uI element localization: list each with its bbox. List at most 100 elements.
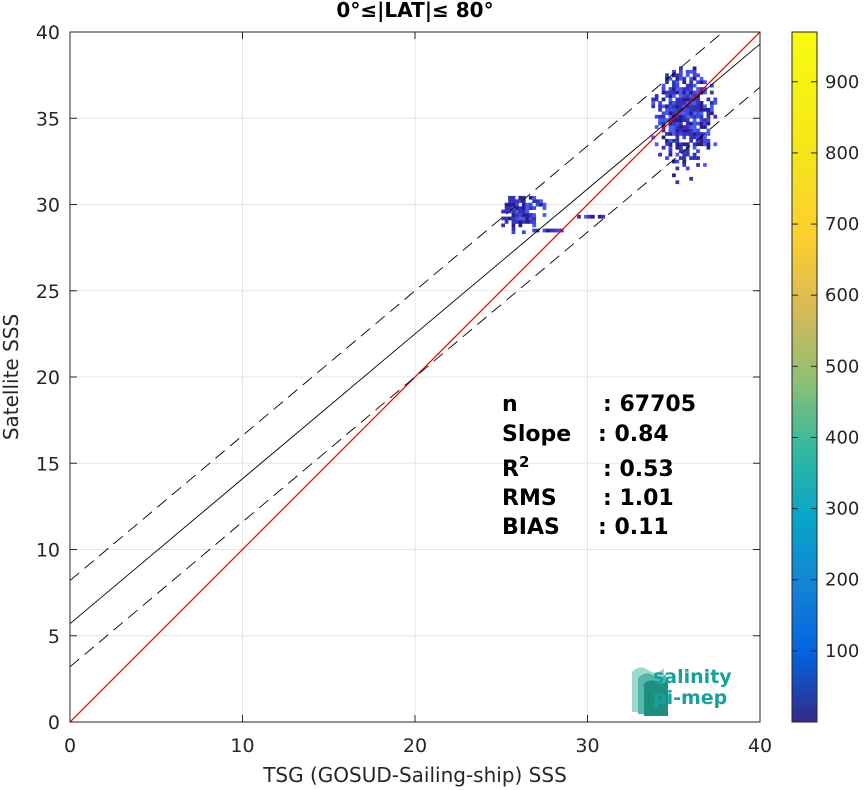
density-cell — [682, 135, 687, 140]
stat-superscript: 2 — [519, 453, 529, 471]
density-cell — [692, 118, 697, 122]
density-cell — [703, 90, 707, 95]
density-cell — [672, 101, 676, 105]
density-cell — [668, 94, 673, 98]
density-cell — [665, 132, 669, 136]
density-cell — [584, 214, 588, 219]
density-cell — [675, 159, 680, 164]
density-cell — [706, 111, 711, 116]
density-cell — [678, 101, 683, 105]
density-cell — [675, 128, 680, 133]
density-cell — [696, 111, 700, 116]
regression-line — [70, 43, 760, 625]
density-cell — [675, 76, 680, 81]
density-cell — [682, 104, 687, 109]
density-cell — [675, 73, 680, 78]
density-cell — [682, 128, 687, 133]
density-cell — [689, 87, 694, 91]
density-cell — [699, 104, 704, 109]
density-cell — [532, 213, 537, 217]
density-cell — [696, 97, 700, 102]
density-cell — [682, 97, 687, 102]
density-cell — [515, 202, 519, 207]
density-cell — [675, 145, 680, 150]
density-cell — [525, 206, 530, 210]
density-cell — [675, 152, 680, 157]
density-cell — [675, 132, 680, 136]
x-tick-label: 40 — [748, 735, 772, 757]
density-cell — [525, 216, 530, 221]
density-cell — [682, 101, 687, 105]
density-cell — [525, 220, 530, 224]
density-cell — [511, 209, 516, 214]
density-cell — [685, 166, 690, 171]
density-cell — [699, 118, 704, 122]
density-cell — [665, 156, 669, 160]
x-tick-label: 10 — [230, 735, 254, 757]
density-cell — [675, 121, 680, 126]
density-cell — [682, 132, 687, 136]
density-cell — [699, 125, 704, 129]
density-cell — [553, 228, 557, 233]
density-cell — [706, 138, 711, 143]
density-cell — [689, 104, 694, 109]
density-cell — [504, 206, 509, 210]
density-cell — [699, 76, 704, 81]
density-cell — [692, 132, 697, 136]
density-cell — [692, 111, 697, 116]
density-cell — [590, 214, 595, 219]
colorbar-tick-label: 400 — [825, 427, 859, 448]
density-cell — [654, 97, 659, 102]
density-cell — [692, 66, 697, 71]
density-cell — [535, 199, 540, 204]
density-cell — [661, 118, 666, 122]
density-cell — [699, 101, 704, 105]
density-cell — [692, 125, 697, 129]
density-cell — [692, 94, 697, 98]
density-cell — [508, 216, 512, 221]
density-cell — [682, 111, 687, 116]
density-cell — [508, 206, 512, 210]
density-cell — [532, 195, 537, 200]
density-cell — [685, 83, 690, 88]
density-cell — [668, 107, 673, 112]
stat-value: : 0.53 — [603, 457, 674, 482]
density-cell — [668, 128, 673, 133]
density-cell — [706, 145, 711, 150]
density-cell — [689, 132, 694, 136]
density-cell — [713, 114, 718, 119]
y-axis-label: Satellite SSS — [0, 314, 23, 440]
density-cell — [703, 104, 707, 109]
density-cell — [672, 87, 676, 91]
density-cell — [661, 90, 666, 95]
density-cell — [685, 118, 690, 122]
density-cell — [661, 97, 666, 102]
density-cell — [678, 145, 683, 150]
density-cell — [678, 87, 683, 91]
density-cell — [539, 199, 543, 204]
density-cell — [542, 202, 547, 207]
density-cell — [672, 104, 676, 109]
density-cell — [672, 83, 676, 88]
density-cell — [508, 199, 512, 204]
density-cell — [504, 220, 509, 224]
density-cell — [678, 73, 683, 78]
density-cell — [528, 195, 533, 200]
density-cell — [696, 87, 700, 91]
density-cell — [685, 128, 690, 133]
density-cell — [689, 69, 694, 74]
density-cell — [685, 94, 690, 98]
density-cell — [672, 125, 676, 129]
density-cell — [692, 135, 697, 140]
density-cell — [696, 104, 700, 109]
density-cell — [692, 114, 697, 119]
density-cell — [692, 152, 697, 157]
density-cell — [685, 142, 690, 147]
density-cell — [703, 135, 707, 140]
colorbar-tick-label: 200 — [825, 570, 859, 591]
density-cell — [672, 73, 676, 78]
density-cell — [699, 114, 704, 119]
density-cell — [577, 214, 581, 219]
density-cell — [689, 101, 694, 105]
